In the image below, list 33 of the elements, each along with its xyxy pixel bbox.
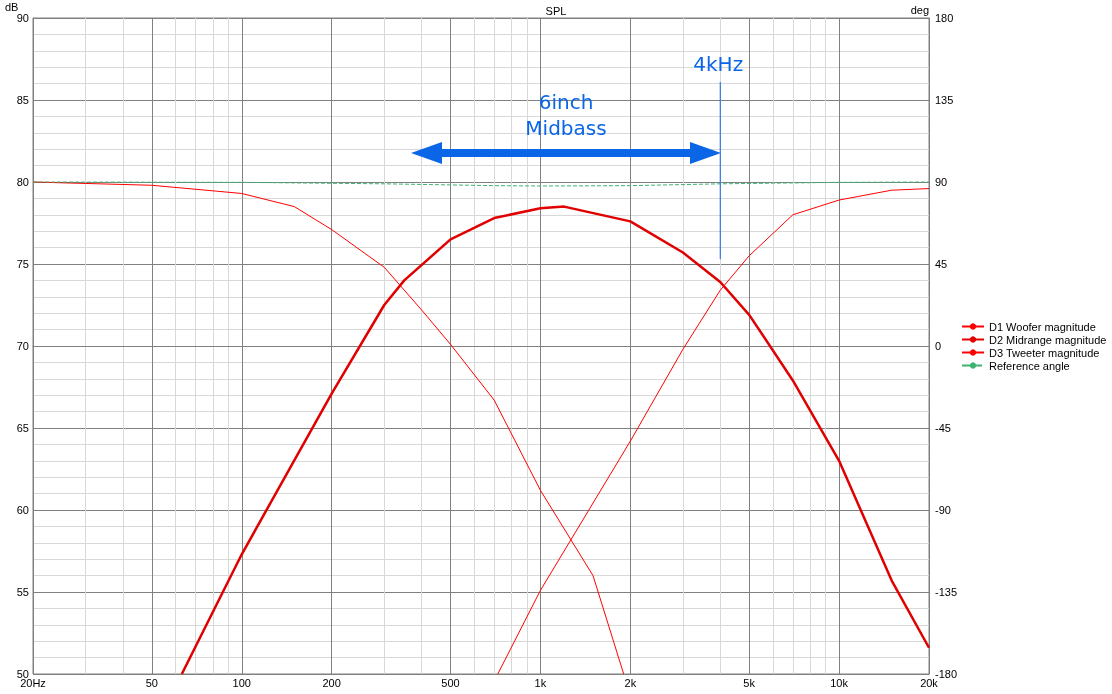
x-tick-label: 200	[322, 676, 341, 689]
y-tick-label: 75	[16, 258, 29, 270]
legend-label: D3 Tweeter magnitude	[989, 346, 1100, 359]
y2-tick-label: 45	[935, 258, 948, 270]
y-tick-label: 80	[16, 176, 29, 188]
x-tick-label: 100	[232, 676, 251, 689]
y-tick-label: 60	[16, 504, 29, 516]
x-tick-label: 5k	[743, 676, 756, 689]
y2-tick-label: 135	[935, 94, 954, 106]
y-axis-title: dB	[5, 1, 19, 14]
y2-tick-label: 180	[935, 12, 954, 24]
y2-tick-label: -45	[935, 422, 951, 434]
x-tick-label: 50	[145, 676, 158, 689]
legend-label: D2 Midrange magnitude	[989, 333, 1107, 346]
x-tick-label: 1k	[534, 676, 547, 689]
y2-tick-label: -90	[935, 504, 951, 516]
annotation: 6inch Midbass	[525, 89, 607, 141]
y-tick-label: 65	[16, 422, 29, 434]
y2-tick-label: 0	[935, 340, 942, 352]
legend-label: D1 Woofer magnitude	[989, 320, 1096, 333]
y2-tick-label: 90	[935, 176, 948, 188]
x-tick-label: 2k	[624, 676, 637, 689]
y-tick-label: 85	[16, 94, 29, 106]
x-tick-label: 500	[441, 676, 460, 689]
x-tick-label: 10k	[830, 676, 849, 689]
y2-axis-title: deg	[910, 3, 929, 16]
y-tick-label: 70	[16, 340, 29, 352]
annotation: 4kHz	[693, 50, 744, 77]
legend-label: Reference angle	[989, 359, 1070, 372]
y2-tick-label: -135	[935, 586, 958, 598]
y-tick-label: 90	[16, 12, 29, 24]
chart-title: SPL	[545, 4, 567, 17]
y-tick-label: 55	[16, 586, 29, 598]
